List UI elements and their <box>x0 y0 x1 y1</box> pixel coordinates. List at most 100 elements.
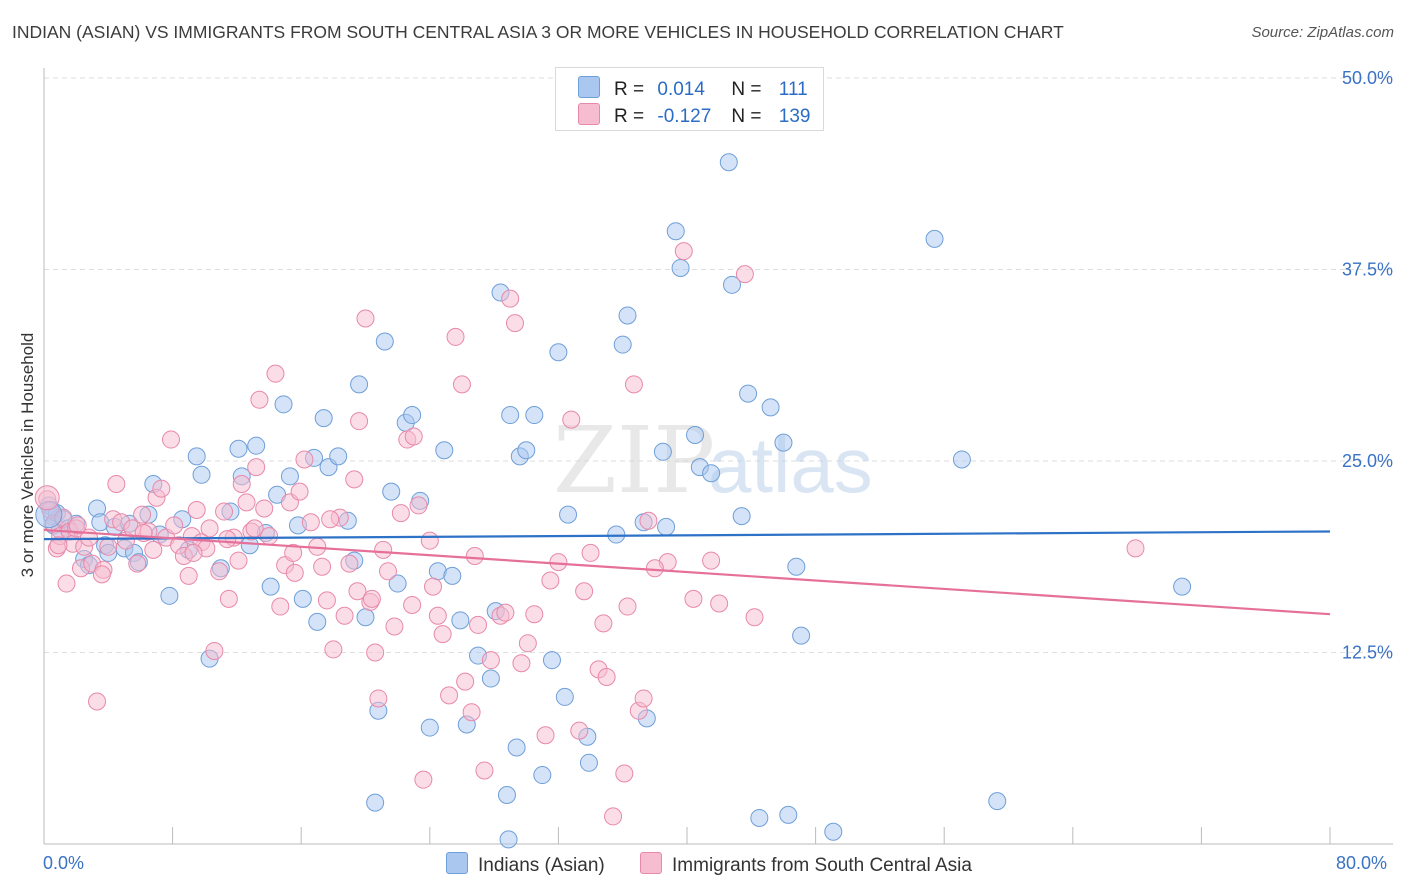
point-immigrants <box>232 474 251 493</box>
point-immigrants <box>92 565 111 584</box>
point-immigrants <box>144 540 163 559</box>
point-immigrants <box>369 689 388 708</box>
point-immigrants <box>161 430 180 449</box>
point-immigrants <box>501 289 520 308</box>
point-immigrants <box>414 770 433 789</box>
point-immigrants <box>424 577 443 596</box>
point-immigrants <box>645 559 664 578</box>
point-immigrants <box>200 519 219 538</box>
point-immigrants <box>512 654 531 673</box>
point-indians <box>542 651 561 670</box>
point-immigrants <box>237 493 256 512</box>
point-immigrants <box>481 651 500 670</box>
point-immigrants <box>428 606 447 625</box>
point-indians <box>356 608 375 627</box>
watermark-atlas: atlas <box>708 421 873 509</box>
data-points <box>34 153 1192 849</box>
y-tick-label: 25.0% <box>1342 451 1393 471</box>
point-immigrants <box>152 479 171 498</box>
point-indians <box>618 306 637 325</box>
point-immigrants <box>409 496 428 515</box>
point-immigrants <box>324 640 343 659</box>
point-immigrants <box>285 563 304 582</box>
r-value-series1: 0.014 <box>657 79 705 100</box>
point-indians <box>350 375 369 394</box>
point-indians <box>925 229 944 248</box>
point-immigrants <box>604 807 623 826</box>
point-indians <box>686 425 705 444</box>
point-immigrants <box>518 634 537 653</box>
point-immigrants <box>133 505 152 524</box>
watermark-zip: ZIP <box>553 407 715 514</box>
point-immigrants <box>404 427 423 446</box>
point-immigrants <box>165 516 184 535</box>
trend-lines <box>43 528 1331 616</box>
point-immigrants <box>403 596 422 615</box>
point-immigrants <box>575 582 594 601</box>
correlation-legend: R = 0.014 N = 111 R = -0.127 N = 139 <box>555 67 824 131</box>
point-immigrants <box>271 597 290 616</box>
point-immigrants <box>505 314 524 333</box>
point-immigrants <box>88 692 107 711</box>
point-immigrants <box>618 597 637 616</box>
point-immigrants <box>452 375 471 394</box>
r-value-series2: -0.127 <box>657 106 712 127</box>
point-immigrants <box>245 519 264 538</box>
point-indians <box>497 785 516 804</box>
point-immigrants <box>674 242 693 261</box>
series-legend: Indians (Asian) Immigrants from South Ce… <box>446 852 1002 877</box>
point-immigrants <box>420 531 439 550</box>
point-indians <box>653 442 672 461</box>
point-immigrants <box>379 562 398 581</box>
legend-swatch-pink <box>640 852 663 874</box>
point-immigrants <box>391 504 410 523</box>
legend-item-indians: Indians (Asian) <box>446 852 605 877</box>
trend-line-immigrants <box>43 528 1331 616</box>
point-indians <box>451 611 470 630</box>
point-immigrants <box>284 543 303 562</box>
point-indians <box>160 586 179 605</box>
legend-swatch-blue <box>446 852 468 874</box>
point-indians <box>792 626 811 645</box>
point-immigrants <box>68 516 87 535</box>
point-indians <box>261 577 280 596</box>
point-immigrants <box>639 511 658 530</box>
y-tick-label: 50.0% <box>1342 68 1393 88</box>
point-indians <box>559 505 578 524</box>
axes <box>43 68 1393 845</box>
legend-swatch-blue <box>578 76 600 98</box>
point-indians <box>507 738 526 757</box>
point-immigrants <box>570 721 589 740</box>
point-indians <box>314 409 333 428</box>
point-immigrants <box>57 574 76 593</box>
point-immigrants <box>210 562 229 581</box>
point-indians <box>787 557 806 576</box>
point-indians <box>435 441 454 460</box>
point-immigrants <box>549 553 568 572</box>
point-indians <box>443 566 462 585</box>
point-indians <box>525 406 544 425</box>
point-immigrants <box>335 606 354 625</box>
r-label: R = <box>614 106 645 127</box>
point-immigrants <box>536 726 555 745</box>
point-indians <box>533 766 552 785</box>
point-immigrants <box>107 474 126 493</box>
legend-label-indians: Indians (Asian) <box>478 855 605 876</box>
point-indians <box>388 574 407 593</box>
r-label: R = <box>614 79 645 100</box>
point-indians <box>420 718 439 737</box>
point-immigrants <box>594 614 613 633</box>
point-indians <box>607 525 626 544</box>
chart-title: INDIAN (ASIAN) VS IMMIGRANTS FROM SOUTH … <box>12 22 1064 42</box>
point-immigrants <box>215 502 234 521</box>
point-indians <box>517 441 536 460</box>
point-indians <box>824 822 843 841</box>
point-indians <box>247 436 266 455</box>
point-immigrants <box>469 615 488 634</box>
point-indians <box>779 805 798 824</box>
point-immigrants <box>345 470 364 489</box>
point-immigrants <box>525 605 544 624</box>
point-immigrants <box>321 510 340 529</box>
point-indians <box>293 589 312 608</box>
